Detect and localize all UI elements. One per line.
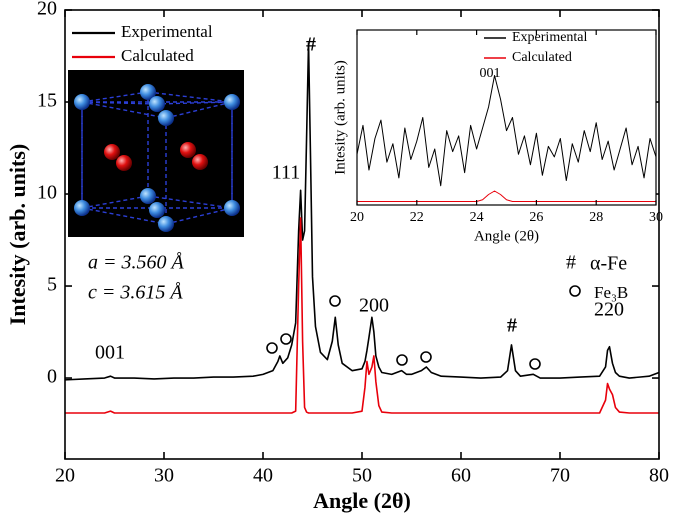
x-tick-label: 40 — [253, 465, 273, 487]
x-tick-label: 70 — [550, 465, 570, 487]
data-line — [357, 190, 656, 202]
legend-label: Calculated — [512, 50, 572, 65]
plot-frame — [356, 29, 657, 206]
peak-label: 220 — [594, 299, 624, 321]
x-tick-label: 60 — [451, 465, 471, 487]
data-line — [356, 75, 657, 187]
x-tick-label: 80 — [649, 465, 669, 487]
lattice-c: c = 3.615 Å — [88, 282, 183, 304]
plot-background — [357, 30, 656, 205]
x-tick-label: 20 — [55, 465, 75, 487]
lattice-a: a = 3.560 Å — [88, 252, 184, 274]
x-tick-label: 22 — [410, 210, 424, 225]
phase-label: α-Fe — [590, 253, 627, 275]
phase-symbol — [569, 285, 581, 297]
x-tick-label: 24 — [470, 210, 484, 225]
peak-label: 111 — [272, 162, 301, 184]
x-tick-label: 30 — [154, 465, 174, 487]
y-tick-label: 10 — [37, 182, 57, 204]
legend-label: Experimental — [121, 22, 213, 41]
peak-label: 001 — [480, 66, 501, 81]
x-tick-label: 30 — [649, 210, 663, 225]
legend-label: Calculated — [121, 46, 194, 65]
phase-label: Fe₃B — [594, 283, 628, 302]
peak-label: 001 — [95, 342, 125, 364]
x-tick-label: 20 — [350, 210, 364, 225]
x-tick-label: 50 — [352, 465, 372, 487]
data-line — [65, 217, 659, 414]
x-axis-label: Angle (2θ) — [313, 488, 411, 513]
phase-symbol: # — [566, 252, 576, 274]
x-axis-label: Angle (2θ) — [474, 228, 539, 244]
main-chart: 20 30 40 50 60 70 80 0 5 10 15 20 Angle (2θ) Intesity… — [5, 0, 669, 513]
y-tick-label: 5 — [47, 274, 57, 296]
peak-label: # — [306, 34, 316, 56]
y-axis-label: Intesity (arb. units) — [332, 60, 348, 175]
y-tick-label: 20 — [37, 0, 57, 20]
inset-chart: 20 22 24 26 28 30 Angle (2θ) Intesity (arb. uni… — [332, 29, 663, 244]
y-tick-label: 0 — [47, 366, 57, 388]
peak-label: 200 — [359, 295, 389, 317]
x-tick-label: 26 — [529, 210, 543, 225]
y-axis-label: Intesity (arb. units) — [5, 144, 30, 326]
x-tick-label: 28 — [589, 210, 603, 225]
legend-label: Experimental — [512, 30, 588, 45]
crystal-structure — [68, 70, 244, 237]
peak-label: # — [507, 315, 517, 337]
fe3b-markers — [266, 295, 541, 370]
y-tick-label: 15 — [37, 90, 57, 112]
data-line — [64, 42, 660, 381]
